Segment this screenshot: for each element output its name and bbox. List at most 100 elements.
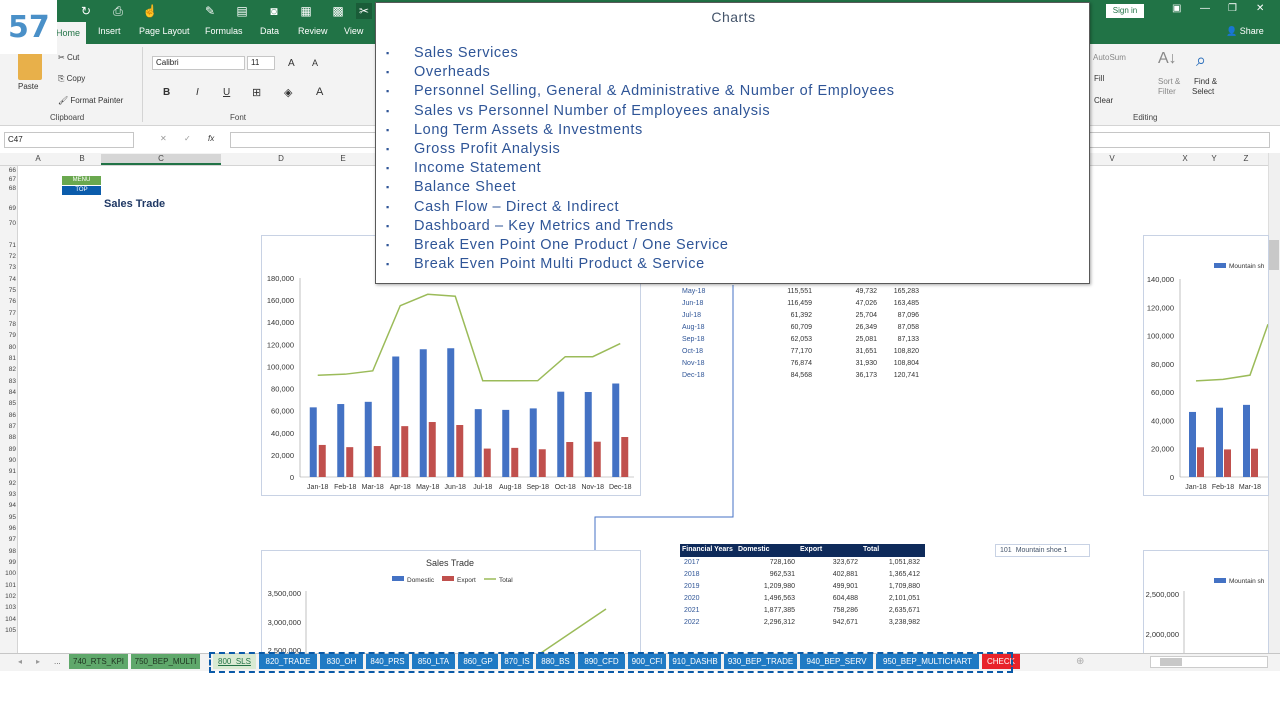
- row-number[interactable]: 88: [8, 434, 16, 441]
- popup-chart-link[interactable]: Dashboard – Key Metrics and Trends: [414, 217, 674, 234]
- paste-button[interactable]: Paste: [18, 82, 39, 91]
- tab-insert[interactable]: Insert: [98, 26, 121, 36]
- decrease-font-icon[interactable]: A: [312, 58, 319, 68]
- popup-chart-link[interactable]: Balance Sheet: [414, 179, 517, 196]
- tab-home[interactable]: Home: [50, 22, 87, 44]
- camera-icon[interactable]: ◙: [270, 4, 278, 18]
- autosum-button[interactable]: AutoSum: [1093, 53, 1126, 62]
- row-number[interactable]: 78: [8, 321, 16, 328]
- fill-color-icon[interactable]: ◈: [284, 87, 293, 99]
- prev-sheet-icon[interactable]: ◂: [18, 657, 23, 666]
- column-header[interactable]: D: [278, 154, 284, 163]
- column-header[interactable]: Z: [1243, 154, 1249, 163]
- popup-chart-link[interactable]: Break Even Point Multi Product & Service: [414, 256, 705, 273]
- row-number[interactable]: 98: [8, 548, 16, 555]
- row-number[interactable]: 104: [5, 616, 16, 623]
- sheet-tab[interactable]: 910_DASHB: [669, 654, 721, 669]
- insert-function-icon[interactable]: fx: [208, 134, 215, 143]
- clear-button[interactable]: Clear: [1094, 96, 1114, 105]
- column-header[interactable]: C: [101, 154, 221, 165]
- select-label[interactable]: Select: [1192, 87, 1215, 96]
- ribbon-display-icon[interactable]: ▣: [1172, 3, 1182, 14]
- tab-data[interactable]: Data: [260, 26, 280, 36]
- row-number[interactable]: 71: [8, 242, 16, 249]
- popup-chart-link[interactable]: Sales vs Personnel Number of Employees a…: [414, 102, 771, 119]
- sheet-tab[interactable]: CHECK: [982, 654, 1020, 669]
- underline-icon[interactable]: U: [223, 87, 231, 98]
- sheet-tab[interactable]: 840_PRS: [366, 654, 409, 669]
- sheet-tab[interactable]: 950_BEP_MULTICHART: [876, 654, 979, 669]
- column-header[interactable]: X: [1182, 154, 1188, 163]
- vertical-scrollbar[interactable]: [1268, 153, 1280, 653]
- touch-mode-icon[interactable]: ☝: [142, 4, 158, 18]
- increase-font-icon[interactable]: A: [288, 58, 295, 69]
- row-number[interactable]: 70: [8, 220, 16, 227]
- fill-button[interactable]: Fill: [1094, 74, 1105, 83]
- column-header[interactable]: A: [35, 154, 41, 163]
- tab-formulas[interactable]: Formulas: [205, 26, 243, 36]
- row-number[interactable]: 69: [8, 205, 16, 212]
- cancel-formula-icon[interactable]: ✕: [160, 134, 167, 143]
- row-number[interactable]: 105: [5, 627, 16, 634]
- sheet-tab[interactable]: 820_TRADE: [259, 654, 317, 669]
- row-number[interactable]: 101: [5, 582, 16, 589]
- format-painter-button[interactable]: 🖌 Format Painter: [58, 96, 124, 105]
- row-number[interactable]: 73: [8, 264, 16, 271]
- row-number[interactable]: 103: [5, 604, 16, 611]
- horizontal-scroll-thumb[interactable]: [1160, 658, 1182, 666]
- row-number[interactable]: 77: [8, 310, 16, 317]
- column-header[interactable]: E: [340, 154, 346, 163]
- sheet-tab[interactable]: 740_RTS_KPI: [69, 654, 128, 669]
- sheet-tab[interactable]: 880_BS: [536, 654, 575, 669]
- copy-button[interactable]: ⎘ Copy: [58, 74, 86, 83]
- row-number[interactable]: 89: [8, 446, 16, 453]
- sign-in-button[interactable]: Sign in: [1106, 4, 1144, 18]
- row-number[interactable]: 81: [8, 355, 16, 362]
- row-number[interactable]: 84: [8, 389, 16, 396]
- row-number[interactable]: 97: [8, 536, 16, 543]
- cut-button[interactable]: ✂ Cut: [58, 53, 80, 62]
- row-number[interactable]: 79: [8, 332, 16, 339]
- row-number[interactable]: 67: [8, 176, 16, 183]
- right-bottom-chart[interactable]: Mountain sh 2,000,000 2,500,000: [1143, 550, 1269, 660]
- more-sheets-button[interactable]: ...: [54, 657, 61, 666]
- next-sheet-icon[interactable]: ▸: [36, 657, 41, 666]
- sheet-tab[interactable]: 870_IS: [501, 654, 533, 669]
- row-number[interactable]: 76: [8, 298, 16, 305]
- row-number[interactable]: 66: [8, 167, 16, 174]
- sheet-tab[interactable]: 890_CFD: [578, 654, 625, 669]
- right-product-chart[interactable]: Mountain sh 0 20,000 40,000 60,000 80,000 100,…: [1143, 235, 1269, 496]
- row-number[interactable]: 102: [5, 593, 16, 600]
- row-number[interactable]: 92: [8, 480, 16, 487]
- tab-page-layout[interactable]: Page Layout: [139, 26, 190, 36]
- sort-label[interactable]: Sort &: [1158, 77, 1181, 86]
- paste-icon[interactable]: [18, 52, 42, 80]
- sheet-tab[interactable]: 750_BEP_MULTI: [131, 654, 200, 669]
- find-label[interactable]: Find &: [1194, 77, 1218, 86]
- row-number[interactable]: 94: [8, 502, 16, 509]
- row-number[interactable]: 72: [8, 253, 16, 260]
- row-number[interactable]: 74: [8, 276, 16, 283]
- popup-chart-link[interactable]: Long Term Assets & Investments: [414, 121, 643, 138]
- popup-chart-link[interactable]: Overheads: [414, 64, 491, 81]
- menu-button[interactable]: MENU: [62, 176, 101, 185]
- row-number[interactable]: 96: [8, 525, 16, 532]
- add-sheet-icon[interactable]: ⊕: [1076, 656, 1085, 667]
- bold-icon[interactable]: B: [163, 87, 171, 98]
- row-number[interactable]: 90: [8, 457, 16, 464]
- tools-icon[interactable]: ✎: [204, 4, 216, 18]
- popup-chart-link[interactable]: Gross Profit Analysis: [414, 141, 561, 157]
- row-number[interactable]: 68: [8, 185, 16, 192]
- popup-chart-link[interactable]: Income Statement: [414, 160, 542, 177]
- row-number[interactable]: 91: [8, 468, 16, 475]
- row-number[interactable]: 83: [8, 378, 16, 385]
- font-size-combo[interactable]: 11: [247, 56, 275, 70]
- sales-trade-chart[interactable]: Sales Trade Domestic Export Total 3,500,000 3…: [261, 550, 641, 660]
- find-icon[interactable]: ⌕: [1196, 50, 1207, 70]
- column-header[interactable]: B: [79, 154, 85, 163]
- row-number[interactable]: 75: [8, 287, 16, 294]
- close-icon[interactable]: ✕: [1256, 3, 1265, 14]
- restore-icon[interactable]: ❐: [1228, 3, 1237, 14]
- vertical-scroll-thumb[interactable]: [1269, 240, 1279, 270]
- cut-tool-icon[interactable]: ✂: [356, 3, 372, 19]
